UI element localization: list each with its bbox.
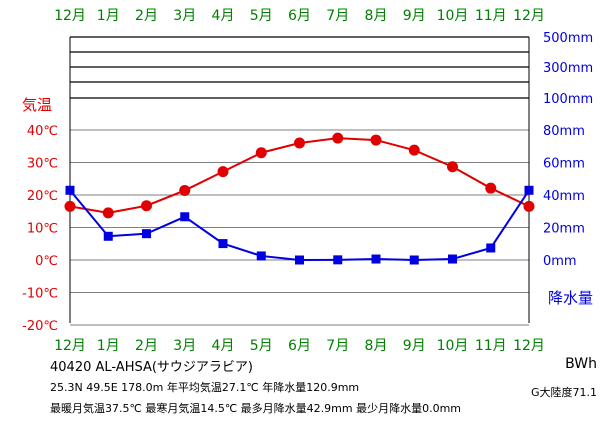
y-left-tick-label: -20℃: [22, 319, 58, 334]
grid-lines: [69, 36, 530, 326]
x-tick-label: 11月: [475, 8, 507, 24]
climate-class: BWh: [565, 356, 597, 372]
precipitation-point: [524, 185, 534, 195]
temperature-point: [255, 147, 267, 159]
x-tick-label: 6月: [288, 8, 311, 24]
temperature-line: [69, 137, 530, 214]
y-axis-left-labels: 40℃ 30℃ 20℃ 10℃ 0℃ -10℃ -20℃: [22, 124, 58, 334]
temperature-point: [447, 161, 458, 173]
temperature-point: [102, 207, 114, 219]
y-left-tick-label: 20℃: [27, 189, 58, 204]
y-right-tick-label: 20mm: [543, 222, 585, 237]
precipitation-point: [448, 254, 457, 264]
x-tick-label: 7月: [326, 338, 349, 354]
precipitation-point: [371, 254, 381, 264]
precipitation-line: [69, 189, 530, 262]
y-left-tick-label: -10℃: [22, 287, 58, 302]
precipitation-point: [333, 255, 343, 265]
x-tick-label: 4月: [212, 8, 235, 24]
temperature-point: [217, 166, 229, 178]
precipitation-point: [409, 255, 419, 265]
x-tick-label: 7月: [326, 8, 349, 24]
y-right-upper-tick-label: 300mm: [543, 61, 593, 76]
y-right-tick-label: 60mm: [543, 157, 585, 172]
temperature-point: [64, 200, 76, 212]
x-tick-label: 2月: [135, 338, 158, 354]
y-left-tick-label: 0℃: [35, 254, 58, 269]
precipitation-axis-title: 降水量: [548, 289, 593, 307]
x-tick-label: 8月: [365, 8, 388, 24]
x-tick-label: 12月: [54, 8, 86, 24]
x-tick-label: 10月: [437, 8, 469, 24]
x-axis-bottom-labels: 12月 1月 2月 3月 4月 5月 6月 7月 8月 9月 10月 11月 12月: [54, 338, 545, 354]
x-tick-label: 11月: [475, 338, 507, 354]
y-right-tick-label: 80mm: [543, 124, 585, 139]
x-tick-label: 4月: [212, 338, 235, 354]
data-series: [64, 132, 535, 265]
temperature-point: [294, 137, 305, 149]
x-tick-label: 5月: [250, 338, 273, 354]
temperature-point: [408, 144, 420, 156]
temperature-point: [485, 182, 497, 194]
y-right-tick-label: 40mm: [543, 189, 585, 204]
y-left-tick-label: 40℃: [27, 124, 58, 139]
station-name: 40420 AL-AHSA(サウジアラビア): [50, 360, 253, 375]
x-tick-label: 9月: [403, 338, 426, 354]
precipitation-point: [103, 231, 113, 241]
x-tick-label: 10月: [437, 338, 469, 354]
precipitation-point: [218, 239, 228, 249]
temperature-axis-title: 気温: [22, 96, 52, 114]
x-tick-label: 9月: [403, 8, 426, 24]
x-tick-label: 5月: [250, 8, 273, 24]
precipitation-point: [180, 212, 190, 222]
y-left-tick-label: 10℃: [27, 222, 58, 237]
x-tick-label: 1月: [97, 8, 120, 24]
x-tick-label: 12月: [513, 338, 545, 354]
precipitation-point: [256, 251, 266, 261]
x-tick-label: 12月: [513, 8, 545, 24]
x-axis-top-labels: 12月 1月 2月 3月 4月 5月 6月 7月 8月 9月 10月 11月 12月: [54, 8, 545, 24]
precipitation-point: [486, 243, 496, 253]
temperature-point: [370, 134, 382, 146]
x-tick-label: 12月: [54, 338, 86, 354]
precipitation-point: [65, 185, 75, 195]
continentality-index: G大陸度71.1: [530, 386, 597, 399]
station-summary-line1: 25.3N 49.5E 178.0m 年平均気温27.1℃ 年降水量120.9m…: [50, 381, 360, 394]
y-axis-right-labels: 500mm 300mm 100mm 80mm 60mm 40mm 20mm 0mm: [543, 31, 593, 269]
x-tick-label: 6月: [288, 338, 311, 354]
y-left-tick-label: 30℃: [27, 157, 58, 172]
temperature-point: [141, 200, 152, 212]
y-right-upper-tick-label: 500mm: [543, 31, 593, 46]
precipitation-point: [142, 229, 151, 239]
x-tick-label: 3月: [173, 338, 196, 354]
x-tick-label: 8月: [365, 338, 388, 354]
x-tick-label: 2月: [135, 8, 158, 24]
y-right-tick-label: 0mm: [543, 254, 577, 269]
temperature-point: [332, 132, 344, 144]
y-right-upper-tick-label: 100mm: [543, 92, 593, 107]
temperature-point: [179, 184, 191, 196]
precipitation-point: [295, 255, 304, 265]
temperature-point: [523, 200, 535, 212]
x-tick-label: 3月: [173, 8, 196, 24]
x-tick-label: 1月: [97, 338, 120, 354]
station-summary-line2: 最暖月気温37.5℃ 最寒月気温14.5℃ 最多月降水量42.9mm 最少月降水…: [50, 402, 462, 415]
